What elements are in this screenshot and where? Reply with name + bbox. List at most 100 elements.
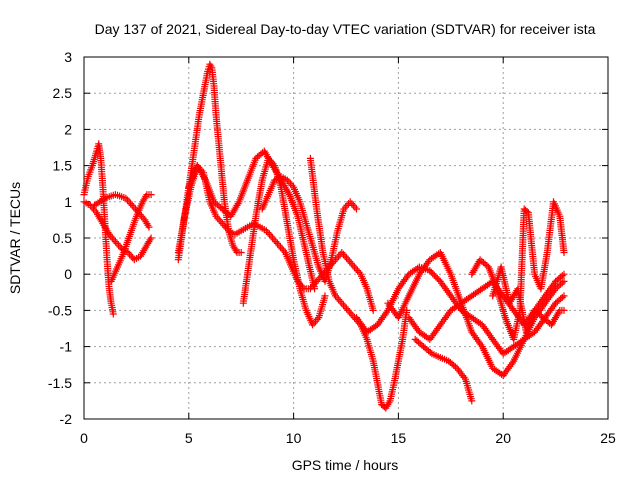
data-point — [343, 201, 351, 209]
chart-title: Day 137 of 2021, Sidereal Day-to-day VTE… — [95, 21, 596, 37]
data-point — [346, 308, 354, 316]
data-point — [560, 306, 568, 314]
data-point — [267, 232, 275, 240]
y-tick-label: 0.5 — [53, 230, 73, 246]
series-1 — [80, 140, 117, 318]
data-point — [269, 234, 277, 242]
data-points — [80, 60, 568, 412]
y-tick-label: -0.5 — [48, 302, 72, 318]
data-point — [147, 234, 155, 242]
data-point — [558, 293, 566, 301]
data-point — [468, 397, 476, 405]
x-tick-label: 10 — [286, 430, 302, 446]
y-tick-label: 2 — [64, 121, 72, 137]
y-tick-label: -1 — [60, 339, 73, 355]
data-point — [217, 218, 225, 226]
data-point — [321, 292, 329, 300]
data-point — [272, 238, 280, 246]
data-point — [349, 312, 357, 320]
series-11 — [353, 263, 568, 358]
y-tick-label: -2 — [60, 411, 73, 427]
x-tick-label: 20 — [495, 430, 511, 446]
data-point — [346, 258, 354, 265]
data-point — [477, 320, 484, 328]
data-point — [266, 230, 273, 238]
data-point — [451, 363, 459, 371]
data-point — [115, 241, 123, 249]
x-tick-label: 0 — [80, 430, 88, 446]
series-8 — [239, 154, 329, 329]
data-point — [335, 296, 343, 303]
y-tick-label: 1.5 — [53, 158, 73, 174]
data-point — [352, 265, 360, 273]
data-point — [560, 249, 568, 256]
series-10 — [306, 154, 411, 412]
data-point — [351, 203, 359, 211]
y-tick-label: 3 — [64, 49, 72, 65]
data-point — [110, 236, 118, 244]
data-point — [287, 180, 294, 188]
data-point — [426, 267, 434, 275]
data-point — [347, 310, 355, 318]
data-point — [558, 279, 566, 287]
data-point — [346, 198, 354, 206]
data-point — [523, 208, 531, 215]
data-point — [354, 267, 361, 275]
x-tick-label: 15 — [391, 430, 407, 446]
grid-lines — [84, 57, 608, 419]
data-point — [338, 249, 346, 256]
data-point — [369, 306, 377, 314]
data-point — [273, 239, 281, 247]
data-point — [432, 273, 440, 281]
data-point — [433, 274, 441, 282]
series-5 — [174, 60, 245, 264]
axis-ticks — [83, 56, 609, 420]
data-point — [278, 245, 286, 253]
series-9 — [258, 173, 360, 285]
data-point — [109, 310, 117, 318]
data-point — [341, 303, 349, 311]
data-point — [560, 277, 568, 285]
data-point — [353, 205, 360, 213]
y-tick-label: 0 — [64, 266, 72, 282]
series-4 — [107, 191, 155, 285]
series-16 — [489, 263, 568, 336]
data-point — [128, 201, 136, 209]
data-point — [147, 191, 155, 199]
data-point — [270, 236, 278, 244]
data-point — [111, 238, 119, 246]
data-point — [429, 270, 437, 278]
data-point — [113, 239, 121, 247]
series-2 — [80, 198, 155, 264]
x-tick-labels: 0 5 10 15 20 25 — [80, 430, 616, 446]
data-point — [339, 301, 347, 309]
data-point — [344, 256, 352, 264]
data-point — [403, 306, 411, 314]
data-point — [560, 270, 568, 278]
data-point — [426, 348, 434, 356]
data-point — [237, 249, 245, 256]
data-point — [335, 252, 343, 260]
y-tick-labels: -2 -1.5 -1 -0.5 0 0.5 1 1.5 2 2.5 3 — [48, 49, 72, 427]
data-point — [372, 322, 380, 330]
y-tick-label: 2.5 — [53, 85, 73, 101]
data-point — [125, 198, 133, 206]
data-point — [127, 200, 135, 208]
x-axis-label: GPS time / hours — [292, 457, 399, 473]
data-point — [430, 271, 438, 279]
data-point — [311, 285, 319, 293]
data-point — [343, 305, 350, 313]
data-point — [529, 329, 537, 337]
y-tick-label: 1 — [64, 194, 72, 210]
data-point — [347, 259, 355, 267]
data-point — [560, 292, 568, 300]
data-point — [339, 250, 347, 258]
data-point — [558, 272, 566, 280]
y-tick-label: -1.5 — [48, 375, 72, 391]
series-14 — [411, 335, 476, 405]
data-point — [220, 221, 228, 229]
x-tick-label: 5 — [185, 430, 193, 446]
x-tick-label: 25 — [600, 430, 616, 446]
data-point — [215, 216, 223, 224]
